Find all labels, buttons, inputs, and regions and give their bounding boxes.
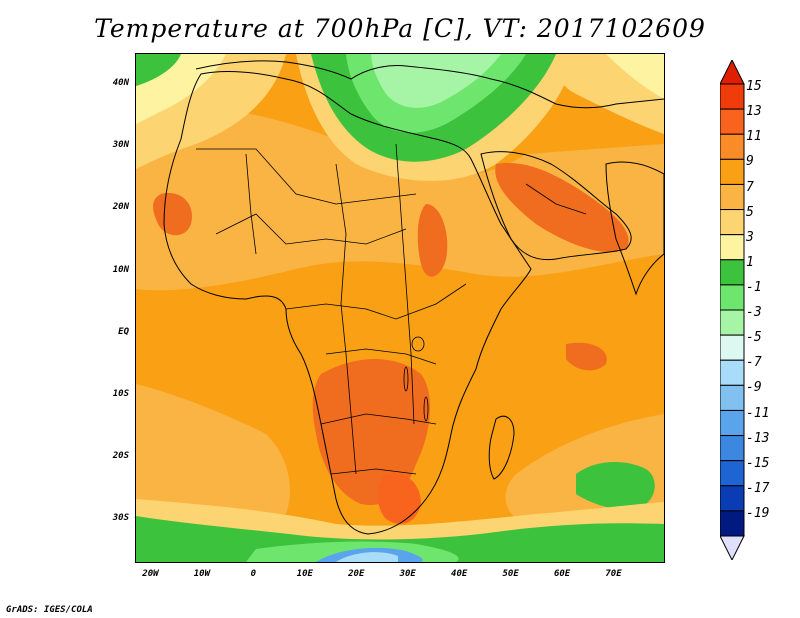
border-line	[215, 213, 407, 245]
field-warm-southern-africa	[312, 359, 431, 505]
colorbar-tick-label: -19	[746, 506, 770, 521]
lon-tick-label: 50E	[502, 569, 519, 579]
field-warm-indian-ocean	[566, 342, 607, 371]
lat-tick-label: 20N	[112, 202, 129, 213]
lon-tick-label: 40E	[451, 569, 468, 579]
lon-tick-label: 10E	[296, 569, 313, 579]
lon-tick-label: 0	[250, 569, 257, 579]
field-light-orange-sw	[136, 384, 290, 524]
grads-credit: GrADS: IGES/COLA	[6, 605, 93, 615]
colorbar-bottom-arrow	[720, 535, 745, 560]
colorbar-tick-label: -13	[746, 430, 770, 446]
colorbar-tick-label: 15	[746, 79, 762, 95]
lat-tick-label: EQ	[118, 326, 129, 337]
lat-tick-label: 20S	[112, 451, 129, 462]
lat-tick-label: 30S	[112, 513, 129, 524]
colorbar-segment	[720, 284, 745, 311]
lat-tick-label: 10N	[112, 264, 129, 275]
field-warm-ethiopia	[417, 204, 448, 277]
border-line	[285, 283, 467, 320]
map-frame	[135, 53, 665, 563]
colorbar-tick-label: -1	[746, 280, 762, 295]
colorbar-tick-label: -17	[746, 480, 770, 496]
colorbar-segment	[720, 209, 745, 236]
lon-tick-label: 30E	[399, 569, 416, 579]
border-line	[335, 163, 357, 475]
colorbar-tick-label: -5	[746, 330, 762, 346]
lat-tick-label: 10S	[112, 389, 129, 400]
lon-tick-label: 70E	[605, 569, 622, 579]
lake-tanganyika	[403, 366, 409, 392]
lake-malawi	[423, 396, 429, 422]
lake-victoria	[411, 336, 425, 352]
colorbar-segment	[720, 309, 745, 336]
border-line	[245, 153, 257, 255]
colorbar-segment	[720, 435, 745, 462]
chart-title: Temperature at 700hPa [C], VT: 201710260…	[94, 14, 706, 43]
lat-tick-label: 40N	[112, 78, 129, 89]
border-line	[196, 148, 417, 205]
colorbar-segment	[720, 234, 745, 261]
field-pale-yellow-ne	[606, 54, 664, 99]
lon-tick-label: 10W	[193, 569, 211, 579]
coastline-madagascar	[488, 415, 515, 480]
lon-tick-label: 20E	[348, 569, 365, 579]
border-line	[395, 143, 415, 425]
colorbar-tick-label: 5	[746, 204, 754, 220]
coastline-arabia	[480, 151, 632, 261]
colorbar-segment	[720, 259, 745, 286]
colorbar-segment	[720, 359, 745, 386]
lat-tick-label: 30N	[112, 140, 129, 151]
colorbar-tick-label: 13	[746, 104, 762, 120]
field-green-madagascar-east	[576, 462, 655, 510]
colorbar-tick-label: -15	[746, 455, 770, 471]
colorbar-tick-label: 7	[746, 179, 754, 195]
field-warm-southeast-africa	[377, 473, 421, 524]
colorbar-tick-label: 9	[746, 154, 754, 170]
colorbar-tick-label: 1	[746, 254, 754, 270]
colorbar-segment	[720, 384, 745, 411]
border-line	[320, 413, 437, 425]
colorbar-segment	[720, 158, 745, 185]
field-warm-sahara	[153, 193, 192, 236]
colorbar-top-arrow	[720, 60, 745, 85]
colorbar-tick-label: 3	[746, 229, 754, 245]
colorbar-tick-label: -11	[746, 405, 770, 421]
coastlines	[163, 60, 664, 535]
lon-tick-label: 20W	[142, 569, 159, 579]
coastline-india	[605, 161, 664, 296]
coastline-europe	[195, 60, 664, 109]
colorbar-segment	[720, 334, 745, 361]
field-green-nw	[136, 54, 181, 86]
colorbar-segment	[720, 460, 745, 487]
colorbar-segment	[720, 510, 745, 537]
colorbar-tick-label: 11	[746, 129, 762, 145]
colorbar-segment	[720, 409, 745, 437]
colorbar-segment	[720, 133, 745, 160]
field-light-blue-south	[336, 552, 398, 562]
colorbar-segment	[720, 83, 745, 110]
colorbar-tick-label: -9	[746, 380, 762, 396]
temperature-map	[136, 54, 664, 562]
lon-tick-label: 60E	[553, 569, 571, 579]
colorbar	[720, 60, 745, 560]
coastline-africa	[163, 71, 532, 535]
border-line	[330, 468, 417, 475]
lakes	[403, 336, 429, 422]
border-line	[525, 183, 587, 215]
colorbar-tick-label: -3	[746, 305, 762, 321]
colorbar-segment	[720, 183, 745, 211]
colorbar-segment	[720, 108, 745, 135]
colorbar-tick-label: -7	[746, 355, 762, 371]
country-borders	[196, 143, 587, 475]
colorbar-segment	[720, 485, 745, 512]
field-pale-green-med	[371, 54, 501, 108]
